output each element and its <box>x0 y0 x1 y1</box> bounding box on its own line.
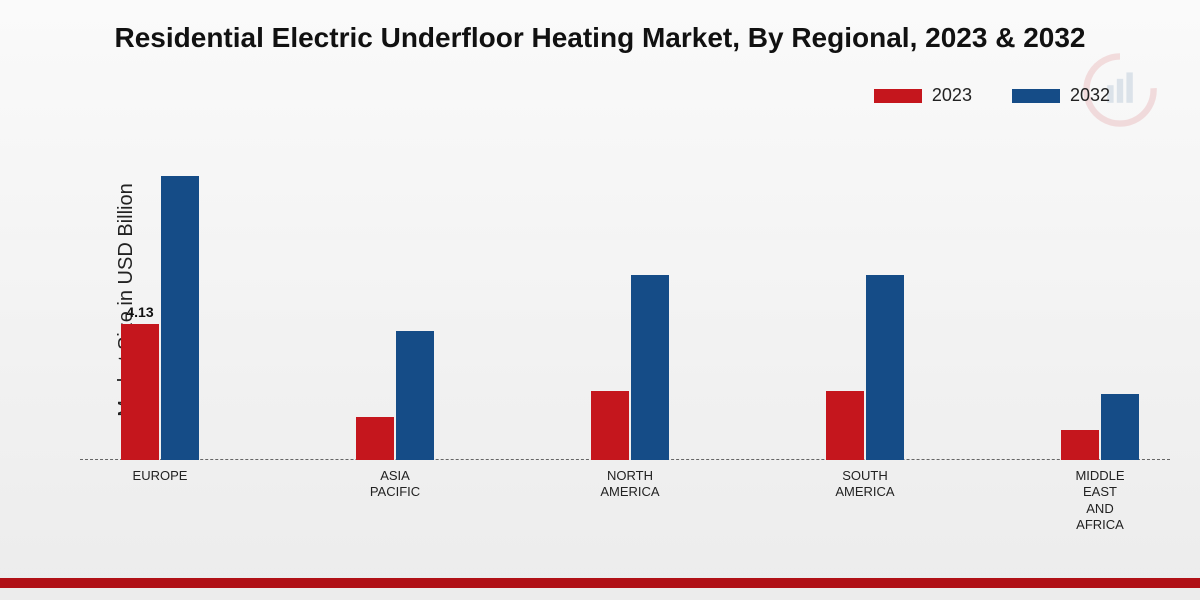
bar-group: ASIAPACIFIC <box>325 331 465 460</box>
bar <box>631 275 669 460</box>
bar <box>1061 430 1099 460</box>
bar <box>161 176 199 460</box>
chart-container: Residential Electric Underfloor Heating … <box>0 0 1200 600</box>
legend-swatch-2032 <box>1012 89 1060 103</box>
legend: 2023 2032 <box>874 85 1110 106</box>
bar <box>356 417 394 460</box>
bar <box>396 331 434 460</box>
bar-group: SOUTHAMERICA <box>795 275 935 460</box>
bar-group: EUROPE <box>90 176 230 460</box>
plot-area: 4.13EUROPEASIAPACIFICNORTHAMERICASOUTHAM… <box>80 130 1170 460</box>
bar <box>121 324 159 460</box>
category-label: NORTHAMERICA <box>560 460 700 501</box>
legend-label-2023: 2023 <box>932 85 972 106</box>
category-label: ASIAPACIFIC <box>325 460 465 501</box>
category-label: MIDDLEEASTANDAFRICA <box>1030 460 1170 533</box>
bar-group: NORTHAMERICA <box>560 275 700 460</box>
category-label: SOUTHAMERICA <box>795 460 935 501</box>
bar <box>1101 394 1139 460</box>
legend-label-2032: 2032 <box>1070 85 1110 106</box>
bar <box>591 391 629 460</box>
category-label: EUROPE <box>90 460 230 484</box>
legend-item-2023: 2023 <box>874 85 972 106</box>
bar <box>866 275 904 460</box>
bar-group: MIDDLEEASTANDAFRICA <box>1030 394 1170 460</box>
bar <box>826 391 864 460</box>
legend-item-2032: 2032 <box>1012 85 1110 106</box>
legend-swatch-2023 <box>874 89 922 103</box>
footer-accent-bar <box>0 578 1200 588</box>
chart-title: Residential Electric Underfloor Heating … <box>0 22 1200 54</box>
